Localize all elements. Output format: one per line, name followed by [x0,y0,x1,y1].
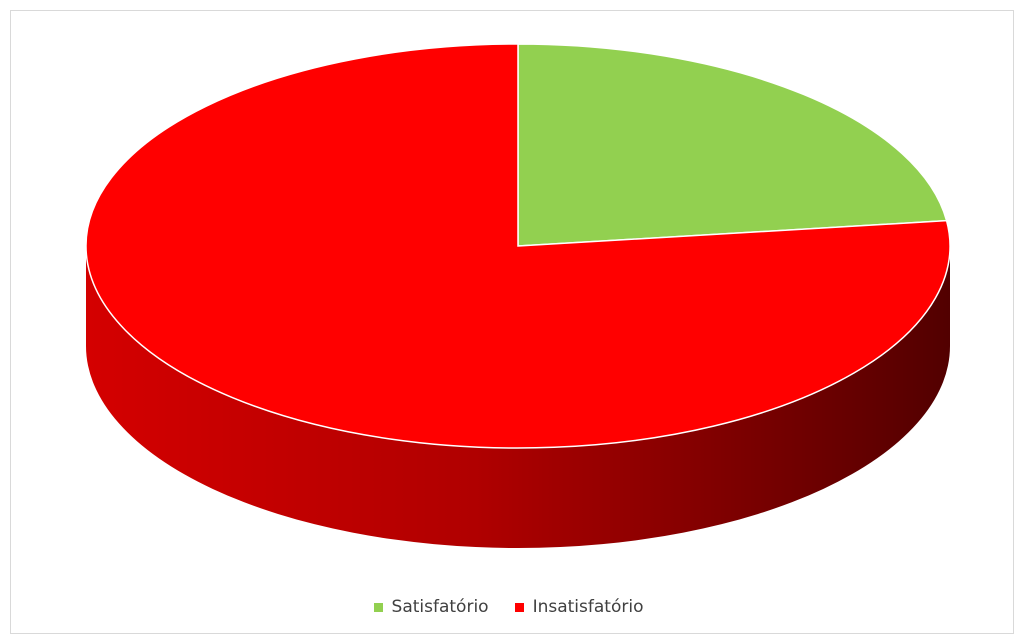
legend-item-insatisfatorio[interactable]: Insatisfatório [514,597,644,617]
pie-slice-satisfatorio[interactable] [517,43,948,247]
legend-label-satisfatorio: Satisfatório [391,597,489,617]
legend-swatch-insatisfatorio [514,602,524,612]
pie-top-face [85,43,951,449]
legend: Satisfatório Insatisfatório [0,594,1017,620]
legend-label-insatisfatorio: Insatisfatório [532,597,644,617]
legend-swatch-satisfatorio [373,602,383,612]
pie-slice-insatisfatorio[interactable] [85,43,951,449]
legend-item-satisfatorio[interactable]: Satisfatório [373,597,489,617]
pie-side-wall [86,246,950,548]
pie-side-insatisfatorio [86,246,950,548]
